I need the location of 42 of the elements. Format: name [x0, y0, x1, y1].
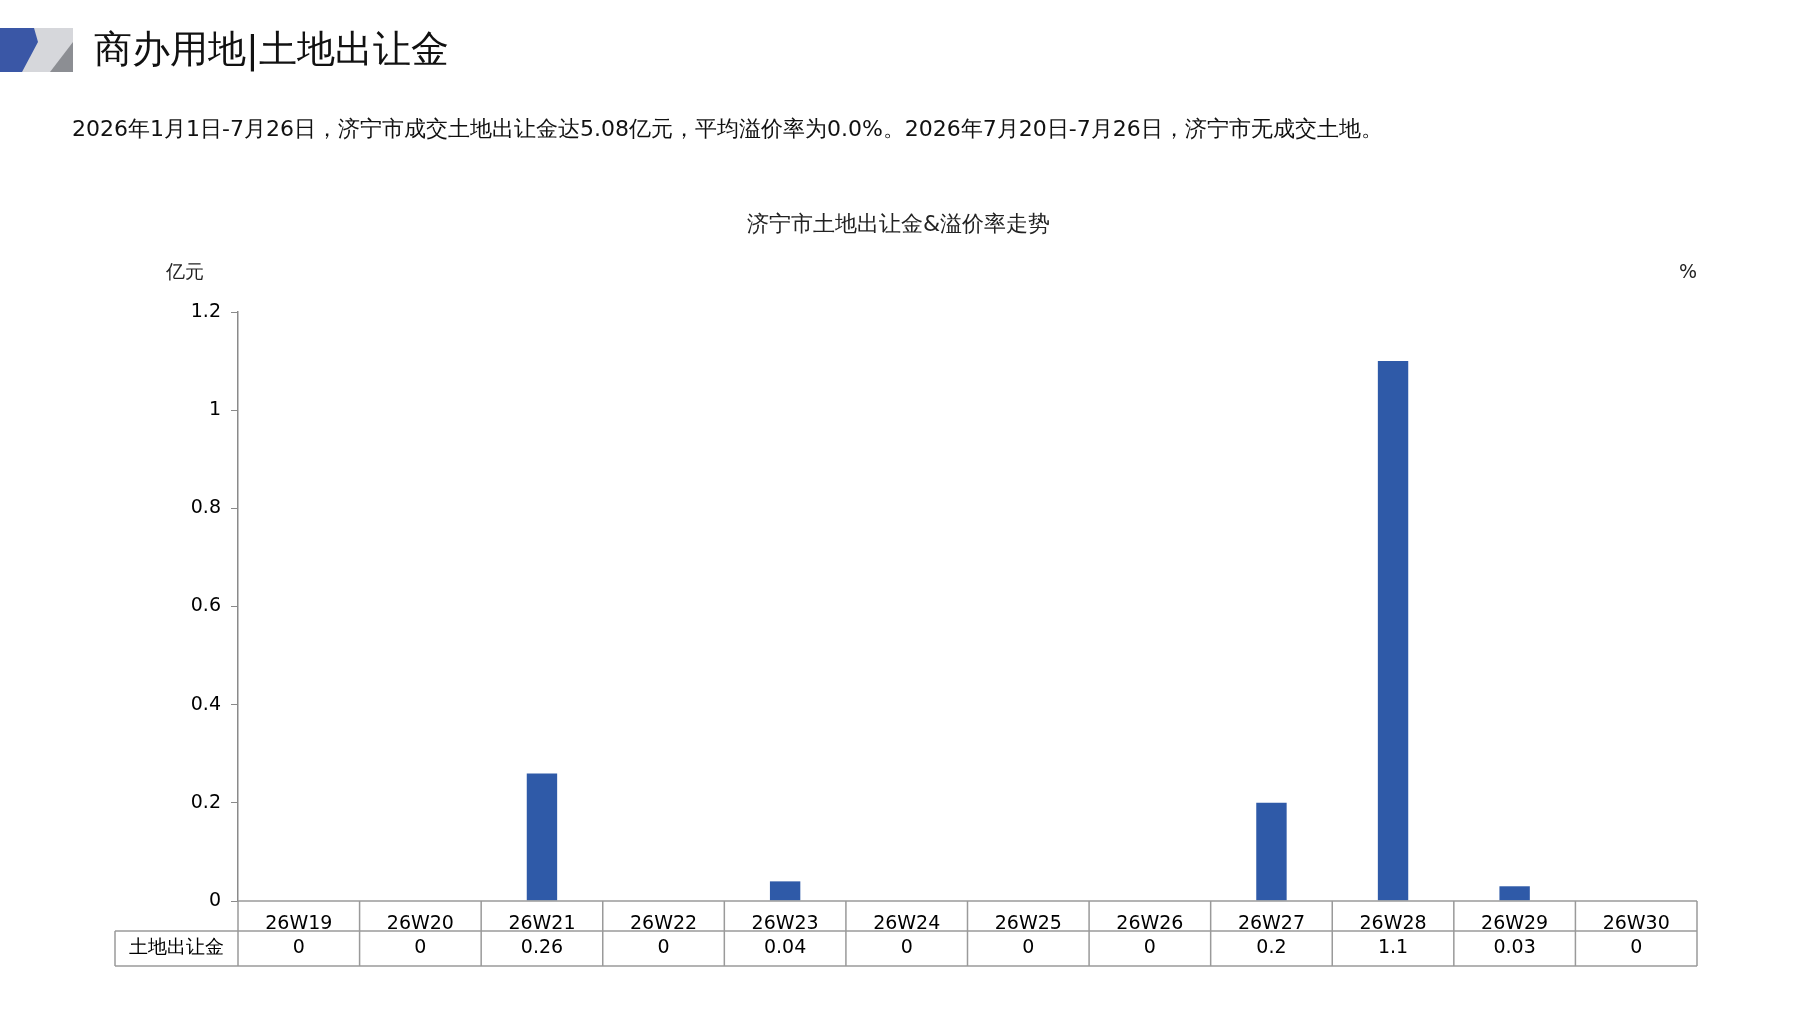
y-tick-label: 0.8: [190, 495, 221, 518]
data-label: 1.1: [1377, 935, 1409, 958]
y-tick-label: 0: [208, 887, 221, 910]
x-tick-label: 26W20: [386, 911, 454, 934]
y-tick-label: 1: [208, 397, 221, 420]
x-tick-label: 26W30: [1602, 911, 1670, 934]
bar: [526, 773, 558, 901]
x-tick-label: 26W25: [994, 911, 1062, 934]
text: 土地出让金: [129, 935, 224, 958]
x-tick-label: 26W21: [508, 911, 576, 934]
data-label: 0: [292, 935, 305, 958]
data-label: 0: [900, 935, 913, 958]
bar: [769, 881, 801, 901]
y2-axis-title: %: [1678, 259, 1698, 282]
bar: [1499, 886, 1530, 901]
chart-title: 济宁市土地出让金&溢价率走势: [746, 210, 1051, 236]
data-label: 0: [1630, 935, 1643, 958]
data-label: 0: [1143, 935, 1156, 958]
data-label: 0: [414, 935, 427, 958]
x-tick-label: 26W24: [873, 911, 941, 934]
bar: [1377, 361, 1409, 901]
text: 2026年1月1日-7月26日，济宁市成交土地出让金达5.08亿元，平均溢价率为0.0%。2026年7月20日-7月26日，济宁市无成交土地。: [72, 116, 1383, 141]
bar: [1256, 802, 1287, 901]
y-tick-label: 0.2: [190, 789, 221, 812]
text: 商办用地|土地出让金: [94, 27, 449, 71]
data-label: 0.03: [1493, 935, 1536, 958]
data-label: 0.04: [763, 935, 807, 958]
x-tick-label: 26W29: [1481, 911, 1549, 934]
x-tick-label: 26W28: [1359, 911, 1427, 934]
x-tick-label: 26W27: [1237, 911, 1306, 934]
y-tick-label: 0.6: [190, 593, 221, 616]
x-tick-label: 26W23: [751, 911, 819, 934]
x-tick-label: 26W22: [629, 911, 698, 934]
data-label: 0: [657, 935, 670, 958]
y-tick-label: 1.2: [190, 298, 221, 321]
y-axis-title: 亿元: [165, 259, 204, 282]
x-tick-label: 26W19: [265, 911, 333, 934]
y-tick-label: 0.4: [190, 691, 221, 714]
data-label: 0.26: [520, 935, 564, 958]
data-label: 0.2: [1256, 935, 1287, 958]
data-label: 0: [1022, 935, 1035, 958]
x-tick-label: 26W26: [1116, 911, 1184, 934]
